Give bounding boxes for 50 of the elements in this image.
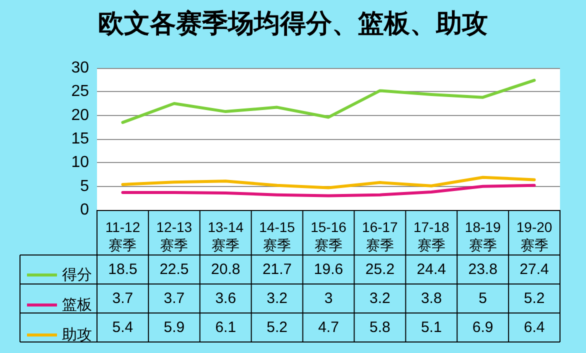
y-tick-label: 5 (80, 178, 90, 195)
x-tick-label: 18-19 赛季 (464, 219, 501, 253)
data-label: 25.2 (365, 261, 395, 278)
legend-label: 篮板 (62, 296, 92, 314)
y-tick-label: 20 (71, 106, 90, 124)
data-label: 3.7 (112, 290, 134, 307)
data-label: 3.8 (420, 290, 442, 307)
x-tick-label: 11-12 赛季 (105, 219, 140, 253)
data-label: 6.1 (215, 319, 236, 336)
data-label: 21.7 (262, 261, 292, 278)
data-label: 3.7 (164, 290, 185, 307)
chart-title: 欧文各赛季场均得分、篮板、助攻 (98, 9, 488, 39)
data-label: 3 (324, 290, 333, 307)
data-label: 5.1 (420, 319, 442, 336)
y-tick-label: 0 (80, 202, 90, 218)
data-label: 5 (478, 290, 488, 307)
data-label: 4.7 (318, 319, 339, 336)
y-tick-label: 25 (71, 83, 90, 100)
data-label: 27.4 (520, 261, 549, 278)
y-tick-label: 15 (71, 130, 90, 148)
data-label: 24.4 (416, 261, 446, 278)
y-tick-label: 30 (71, 60, 90, 76)
data-label: 3.2 (370, 290, 390, 307)
data-label: 5.2 (266, 319, 288, 336)
data-label: 5.8 (370, 319, 390, 336)
x-tick-label: 14-15 赛季 (259, 219, 296, 253)
data-label: 6.4 (524, 319, 545, 336)
line-series (121, 78, 536, 124)
x-tick-label: 16-17 赛季 (362, 219, 398, 253)
data-label: 23.8 (468, 261, 498, 278)
y-tick-label: 10 (71, 154, 90, 172)
x-tick-label: 17-18 赛季 (413, 219, 450, 253)
data-label: 20.8 (211, 261, 240, 278)
data-label: 22.5 (160, 261, 189, 278)
legend-label: 得分 (62, 266, 92, 284)
x-tick-label: 15-16 赛季 (310, 219, 347, 253)
x-tick-label: 12-13 赛季 (156, 219, 192, 253)
data-label: 18.5 (108, 261, 138, 278)
data-label: 5.4 (112, 319, 134, 336)
data-label: 6.9 (472, 319, 494, 336)
x-tick-label: 13-14 赛季 (208, 219, 244, 253)
line-series (121, 184, 536, 198)
line-series (121, 176, 536, 190)
legend-label: 助攻 (62, 326, 92, 344)
data-label: 5.9 (164, 319, 185, 336)
data-label: 3.6 (215, 290, 236, 307)
x-tick-label: 19-20 赛季 (516, 219, 552, 253)
data-label: 3.2 (266, 290, 288, 307)
data-label: 5.2 (524, 290, 545, 307)
data-label: 19.6 (314, 261, 344, 278)
